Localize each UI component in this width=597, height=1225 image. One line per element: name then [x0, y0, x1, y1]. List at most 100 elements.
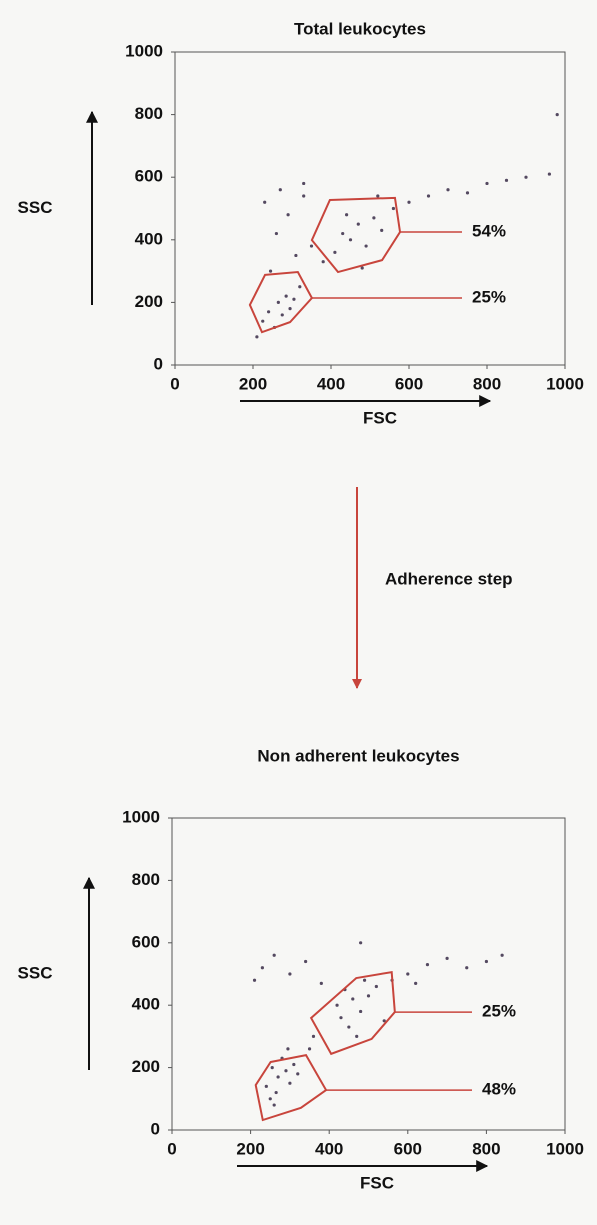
event-dot [276, 300, 280, 304]
event-dot [426, 194, 431, 198]
event-dot [278, 188, 282, 192]
event-dot [335, 1003, 339, 1007]
event-dot [345, 213, 349, 217]
event-dot [347, 1025, 351, 1029]
event-dot [414, 981, 418, 985]
x-tick-label: 600 [394, 1139, 422, 1158]
event-dot [268, 1097, 272, 1101]
x-tick-label: 200 [236, 1139, 264, 1158]
y-tick-label: 0 [151, 1119, 160, 1138]
event-dot [341, 231, 345, 236]
event-dot [321, 260, 325, 264]
event-dot [270, 1066, 274, 1070]
event-dot [360, 266, 364, 270]
event-dot [276, 1075, 280, 1079]
event-dot [364, 244, 368, 248]
event-dot [288, 1081, 292, 1085]
event-dot [407, 200, 411, 204]
event-dot [252, 978, 257, 982]
event-dot [284, 1069, 288, 1073]
event-dot [267, 310, 271, 314]
event-dot [359, 1009, 363, 1014]
event-dot [286, 1047, 290, 1051]
x-tick-label: 400 [317, 374, 345, 393]
event-dot [302, 194, 306, 198]
event-dot [288, 972, 292, 976]
event-dot [348, 238, 353, 242]
event-dot [298, 285, 302, 289]
event-dot [268, 269, 273, 273]
event-dot [362, 978, 367, 982]
event-dot [263, 200, 267, 204]
event-dot [351, 997, 355, 1001]
event-dot [274, 1090, 278, 1095]
event-dot [356, 222, 360, 226]
event-dot [465, 191, 470, 195]
chart-title: Total leukocytes [294, 19, 426, 38]
event-dot [311, 1034, 316, 1038]
x-tick-label: 200 [239, 374, 267, 393]
event-dot [272, 953, 276, 957]
event-dot [391, 206, 395, 211]
arrow-label: Adherence step [385, 569, 513, 588]
x-tick-label: 400 [315, 1139, 343, 1158]
event-dot [376, 194, 380, 198]
gate-label: 54% [472, 221, 506, 240]
event-dot [382, 1019, 386, 1023]
y-tick-label: 400 [135, 229, 163, 248]
event-dot [302, 181, 306, 186]
y-tick-label: 200 [132, 1057, 160, 1076]
y-tick-label: 600 [132, 932, 160, 951]
event-dot [374, 984, 378, 989]
event-dot [274, 231, 278, 236]
gate-label: 48% [482, 1080, 516, 1099]
event-dot [260, 966, 264, 970]
x-tick-label: 0 [170, 374, 179, 393]
gate-label: 25% [482, 1002, 516, 1021]
event-dot [288, 307, 292, 311]
x-tick-label: 1000 [546, 1139, 584, 1158]
event-dot [339, 1016, 343, 1020]
event-dot [425, 963, 430, 967]
x-axis-label: FSC [360, 1173, 394, 1192]
gate [248, 270, 314, 334]
y-tick-label: 800 [135, 104, 163, 123]
event-dot [255, 335, 259, 339]
event-dot [261, 319, 265, 323]
event-dot [309, 244, 314, 248]
event-dot [547, 172, 552, 176]
plot-frame [174, 51, 566, 366]
event-dot [555, 113, 559, 117]
event-dot [292, 297, 296, 301]
event-dot [284, 294, 288, 298]
event-dot [304, 959, 308, 964]
plot-frame [171, 817, 566, 1131]
y-axis-label: SSC [18, 198, 53, 217]
event-dot [380, 228, 384, 233]
event-dot [445, 956, 449, 961]
event-dot [272, 1103, 276, 1107]
event-dot [484, 959, 488, 964]
y-tick-label: 1000 [125, 41, 163, 60]
gate [254, 1054, 328, 1122]
event-dot [355, 1034, 359, 1038]
event-dot [307, 1047, 312, 1051]
y-tick-label: 600 [135, 167, 163, 186]
event-dot [524, 175, 528, 179]
event-dot [504, 178, 509, 182]
event-dot [294, 253, 298, 258]
event-dot [292, 1062, 296, 1067]
event-dot [333, 250, 337, 254]
y-tick-label: 200 [135, 292, 163, 311]
event-dot [359, 941, 363, 945]
event-dot [319, 981, 323, 985]
event-dot [465, 966, 469, 970]
event-dot [446, 188, 450, 192]
event-dot [500, 953, 504, 957]
event-dot [366, 994, 371, 998]
y-tick-label: 800 [132, 870, 160, 889]
event-dot [406, 972, 410, 976]
x-axis-label: FSC [363, 408, 397, 427]
x-tick-label: 0 [167, 1139, 176, 1158]
